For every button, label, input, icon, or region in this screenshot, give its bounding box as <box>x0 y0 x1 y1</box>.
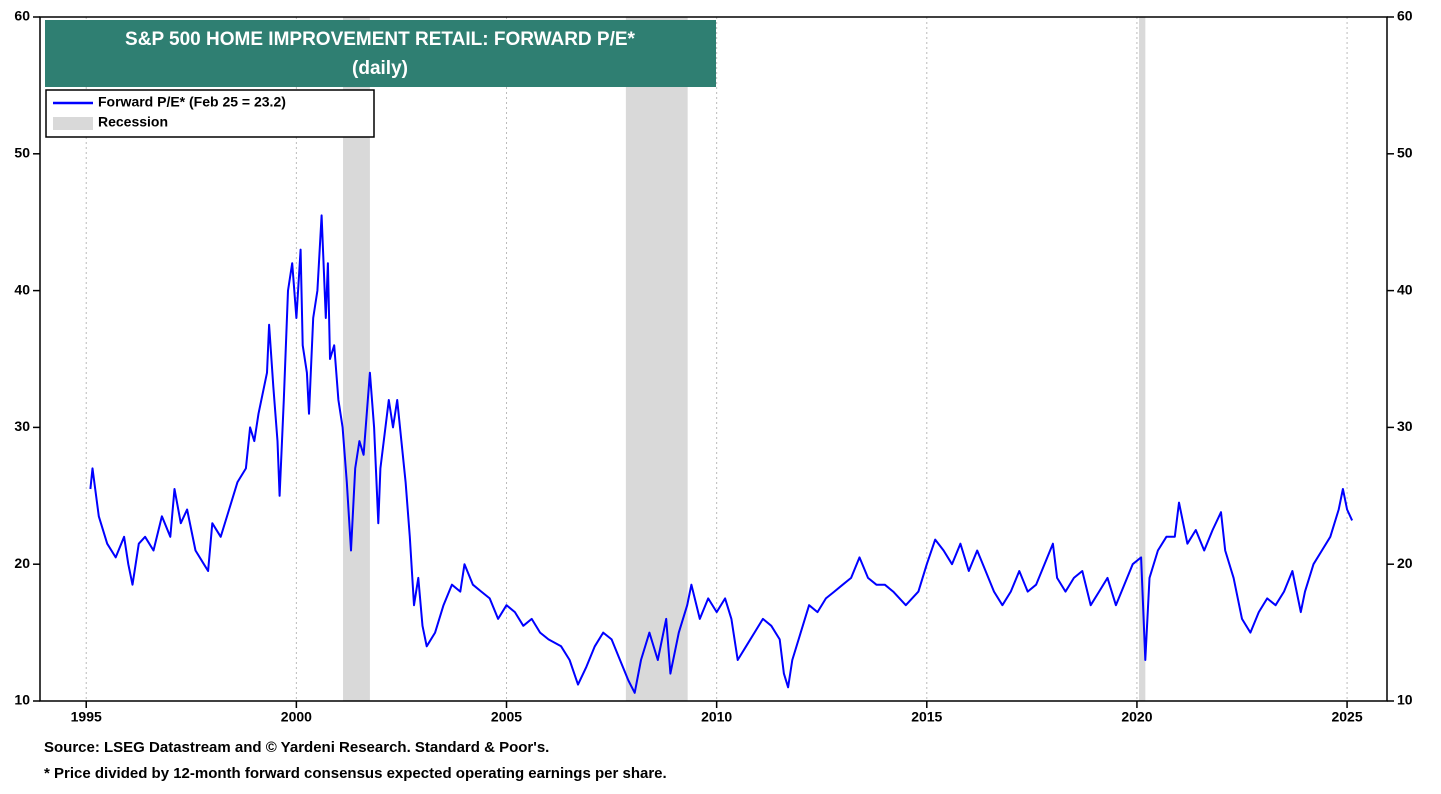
data-line <box>89 214 1354 694</box>
y-tick-label: 10 <box>14 692 30 708</box>
footnote: * Price divided by 12-month forward cons… <box>44 765 667 782</box>
y-tick-label: 40 <box>14 281 30 297</box>
y2-tick-label: 20 <box>1397 555 1413 571</box>
source-note: Source: LSEG Datastream and © Yardeni Re… <box>44 739 549 756</box>
y-tick-label: 30 <box>14 418 30 434</box>
title-box <box>45 20 716 87</box>
y-tick-label: 50 <box>14 145 30 161</box>
y-tick-label: 20 <box>14 555 30 571</box>
legend-label: Forward P/E* (Feb 25 = 23.2) <box>98 94 286 110</box>
chart-subtitle: (daily) <box>352 58 408 79</box>
x-tick-label: 2025 <box>1331 709 1362 725</box>
x-tick-label: 2005 <box>491 709 522 725</box>
chart-title: S&P 500 HOME IMPROVEMENT RETAIL: FORWARD… <box>125 29 636 50</box>
recession-band <box>1139 17 1146 701</box>
x-tick-label: 2015 <box>911 709 942 725</box>
legend-label: Recession <box>98 114 168 130</box>
y2-tick-label: 10 <box>1397 692 1413 708</box>
plot-frame <box>39 16 1388 702</box>
x-tick-label: 2010 <box>701 709 732 725</box>
y2-tick-label: 60 <box>1397 8 1413 24</box>
y2-tick-label: 50 <box>1397 145 1413 161</box>
recession-band <box>625 17 688 701</box>
legend <box>45 89 375 138</box>
legend-swatch <box>53 117 93 130</box>
y-tick-label: 60 <box>14 8 30 24</box>
x-tick-label: 2020 <box>1121 709 1152 725</box>
x-tick-label: 1995 <box>71 709 102 725</box>
x-tick-label: 2000 <box>281 709 312 725</box>
y2-tick-label: 40 <box>1397 281 1413 297</box>
y2-tick-label: 30 <box>1397 418 1413 434</box>
